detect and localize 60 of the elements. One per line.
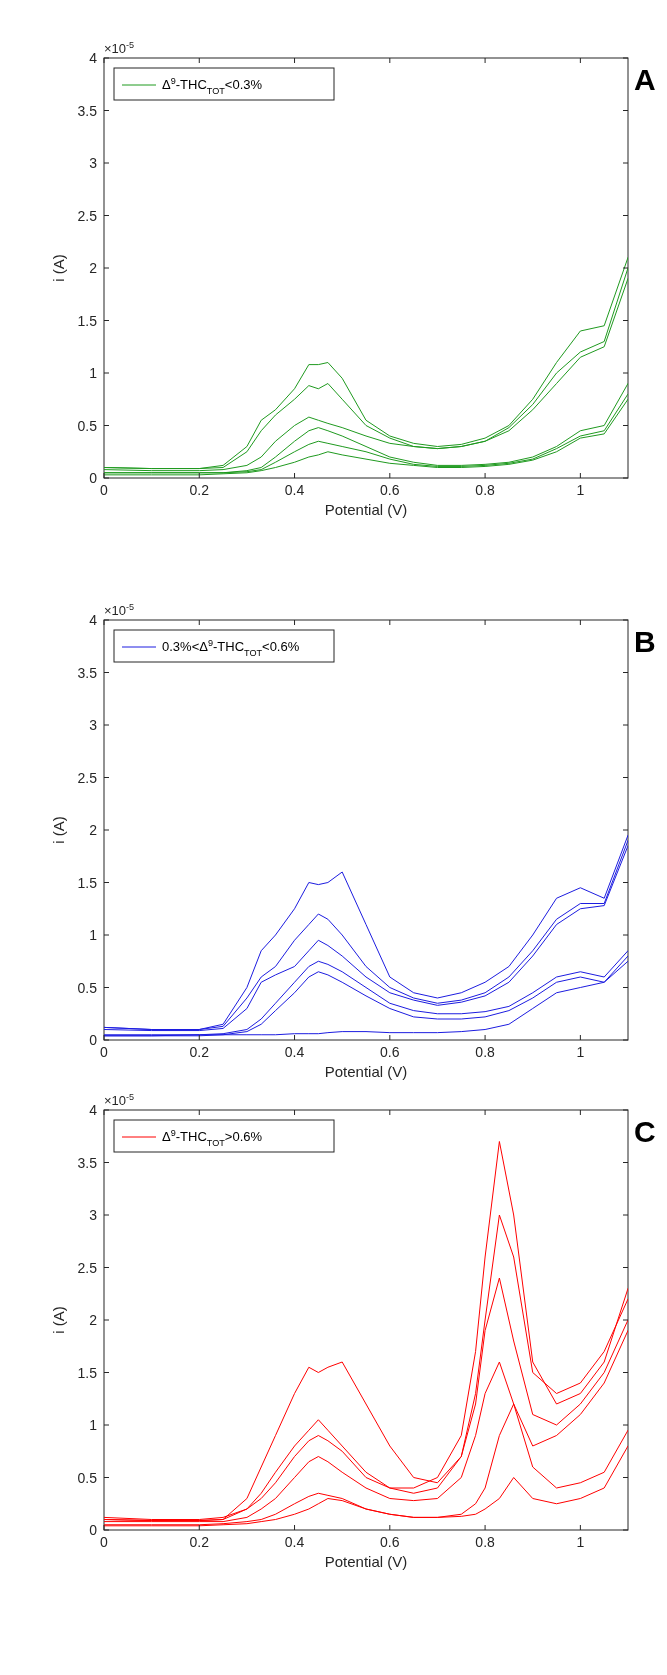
y-tick-label: 2.5 bbox=[77, 1259, 98, 1276]
x-tick-label: 0.8 bbox=[475, 1044, 496, 1060]
x-tick-label: 0.6 bbox=[380, 1044, 400, 1060]
x-axis-title: Potential (V) bbox=[324, 1063, 408, 1080]
text: C bbox=[634, 1115, 656, 1148]
y-tick-label: 2 bbox=[89, 1312, 98, 1328]
x-axis-title: Potential (V) bbox=[324, 1553, 408, 1570]
x-tick-label: 0 bbox=[100, 1534, 109, 1550]
y-tick-label: 1.5 bbox=[77, 1364, 98, 1381]
x-tick-label: 0.8 bbox=[475, 1534, 496, 1550]
y-tick-label: 3 bbox=[89, 1207, 98, 1223]
y-tick-label: 3.5 bbox=[77, 664, 98, 681]
y-tick-label: 3 bbox=[89, 155, 98, 171]
text: ×10$^{-5}$ bbox=[104, 1092, 135, 1108]
y-tick-label: 4 bbox=[89, 612, 98, 628]
x-tick-label: 0.4 bbox=[284, 1044, 305, 1060]
y-tick-label: 0.5 bbox=[77, 979, 98, 996]
y-tick-label: 3.5 bbox=[77, 1154, 98, 1171]
legend-label: Δ$^{9}$-THC$_{TOT}$>0.6% bbox=[162, 1128, 263, 1148]
y-tick-label: 1 bbox=[89, 927, 98, 943]
y-tick-label: 0 bbox=[89, 1522, 98, 1538]
y-tick-label: 1 bbox=[89, 365, 98, 381]
y-axis-title: i (A) bbox=[50, 254, 67, 282]
y-tick-label: 4 bbox=[89, 1102, 98, 1118]
y-tick-label: 1.5 bbox=[77, 312, 98, 329]
y-tick-label: 3 bbox=[89, 717, 98, 733]
x-tick-label: 1 bbox=[576, 1044, 585, 1060]
x-tick-label: 0 bbox=[100, 482, 109, 498]
y-tick-label: 1.5 bbox=[77, 874, 98, 891]
y-tick-label: 1 bbox=[89, 1417, 98, 1433]
x-tick-label: 0.6 bbox=[380, 1534, 400, 1550]
y-tick-label: 2.5 bbox=[77, 769, 98, 786]
x-tick-label: 0.2 bbox=[189, 1534, 210, 1550]
x-tick-label: 0.2 bbox=[189, 1044, 210, 1060]
text: A bbox=[634, 63, 656, 96]
y-tick-label: 0 bbox=[89, 1032, 98, 1048]
x-tick-label: 0.6 bbox=[380, 482, 400, 498]
text: B bbox=[634, 625, 656, 658]
text: ×10$^{-5}$ bbox=[104, 602, 135, 618]
y-tick-label: 0.5 bbox=[77, 1469, 98, 1486]
x-tick-label: 0.2 bbox=[189, 482, 210, 498]
x-tick-label: 0.4 bbox=[284, 1534, 305, 1550]
x-tick-label: 0.8 bbox=[475, 482, 496, 498]
text: ×10$^{-5}$ bbox=[104, 40, 135, 56]
legend-label: 0.3%<Δ$^{9}$-THC$_{TOT}$<0.6% bbox=[162, 638, 300, 658]
y-axis-title: i (A) bbox=[50, 1306, 67, 1334]
x-tick-label: 0.4 bbox=[284, 482, 305, 498]
y-tick-label: 2 bbox=[89, 822, 98, 838]
y-tick-label: 4 bbox=[89, 50, 98, 66]
y-tick-label: 3.5 bbox=[77, 102, 98, 119]
x-axis-title: Potential (V) bbox=[324, 501, 408, 518]
y-tick-label: 0.5 bbox=[77, 417, 98, 434]
y-tick-label: 0 bbox=[89, 470, 98, 486]
legend-label: Δ$^{9}$-THC$_{TOT}$<0.3% bbox=[162, 76, 263, 96]
y-axis-title: i (A) bbox=[50, 816, 67, 844]
y-tick-label: 2 bbox=[89, 260, 98, 276]
y-tick-label: 2.5 bbox=[77, 207, 98, 224]
x-tick-label: 1 bbox=[576, 482, 585, 498]
x-tick-label: 1 bbox=[576, 1534, 585, 1550]
x-tick-label: 0 bbox=[100, 1044, 109, 1060]
